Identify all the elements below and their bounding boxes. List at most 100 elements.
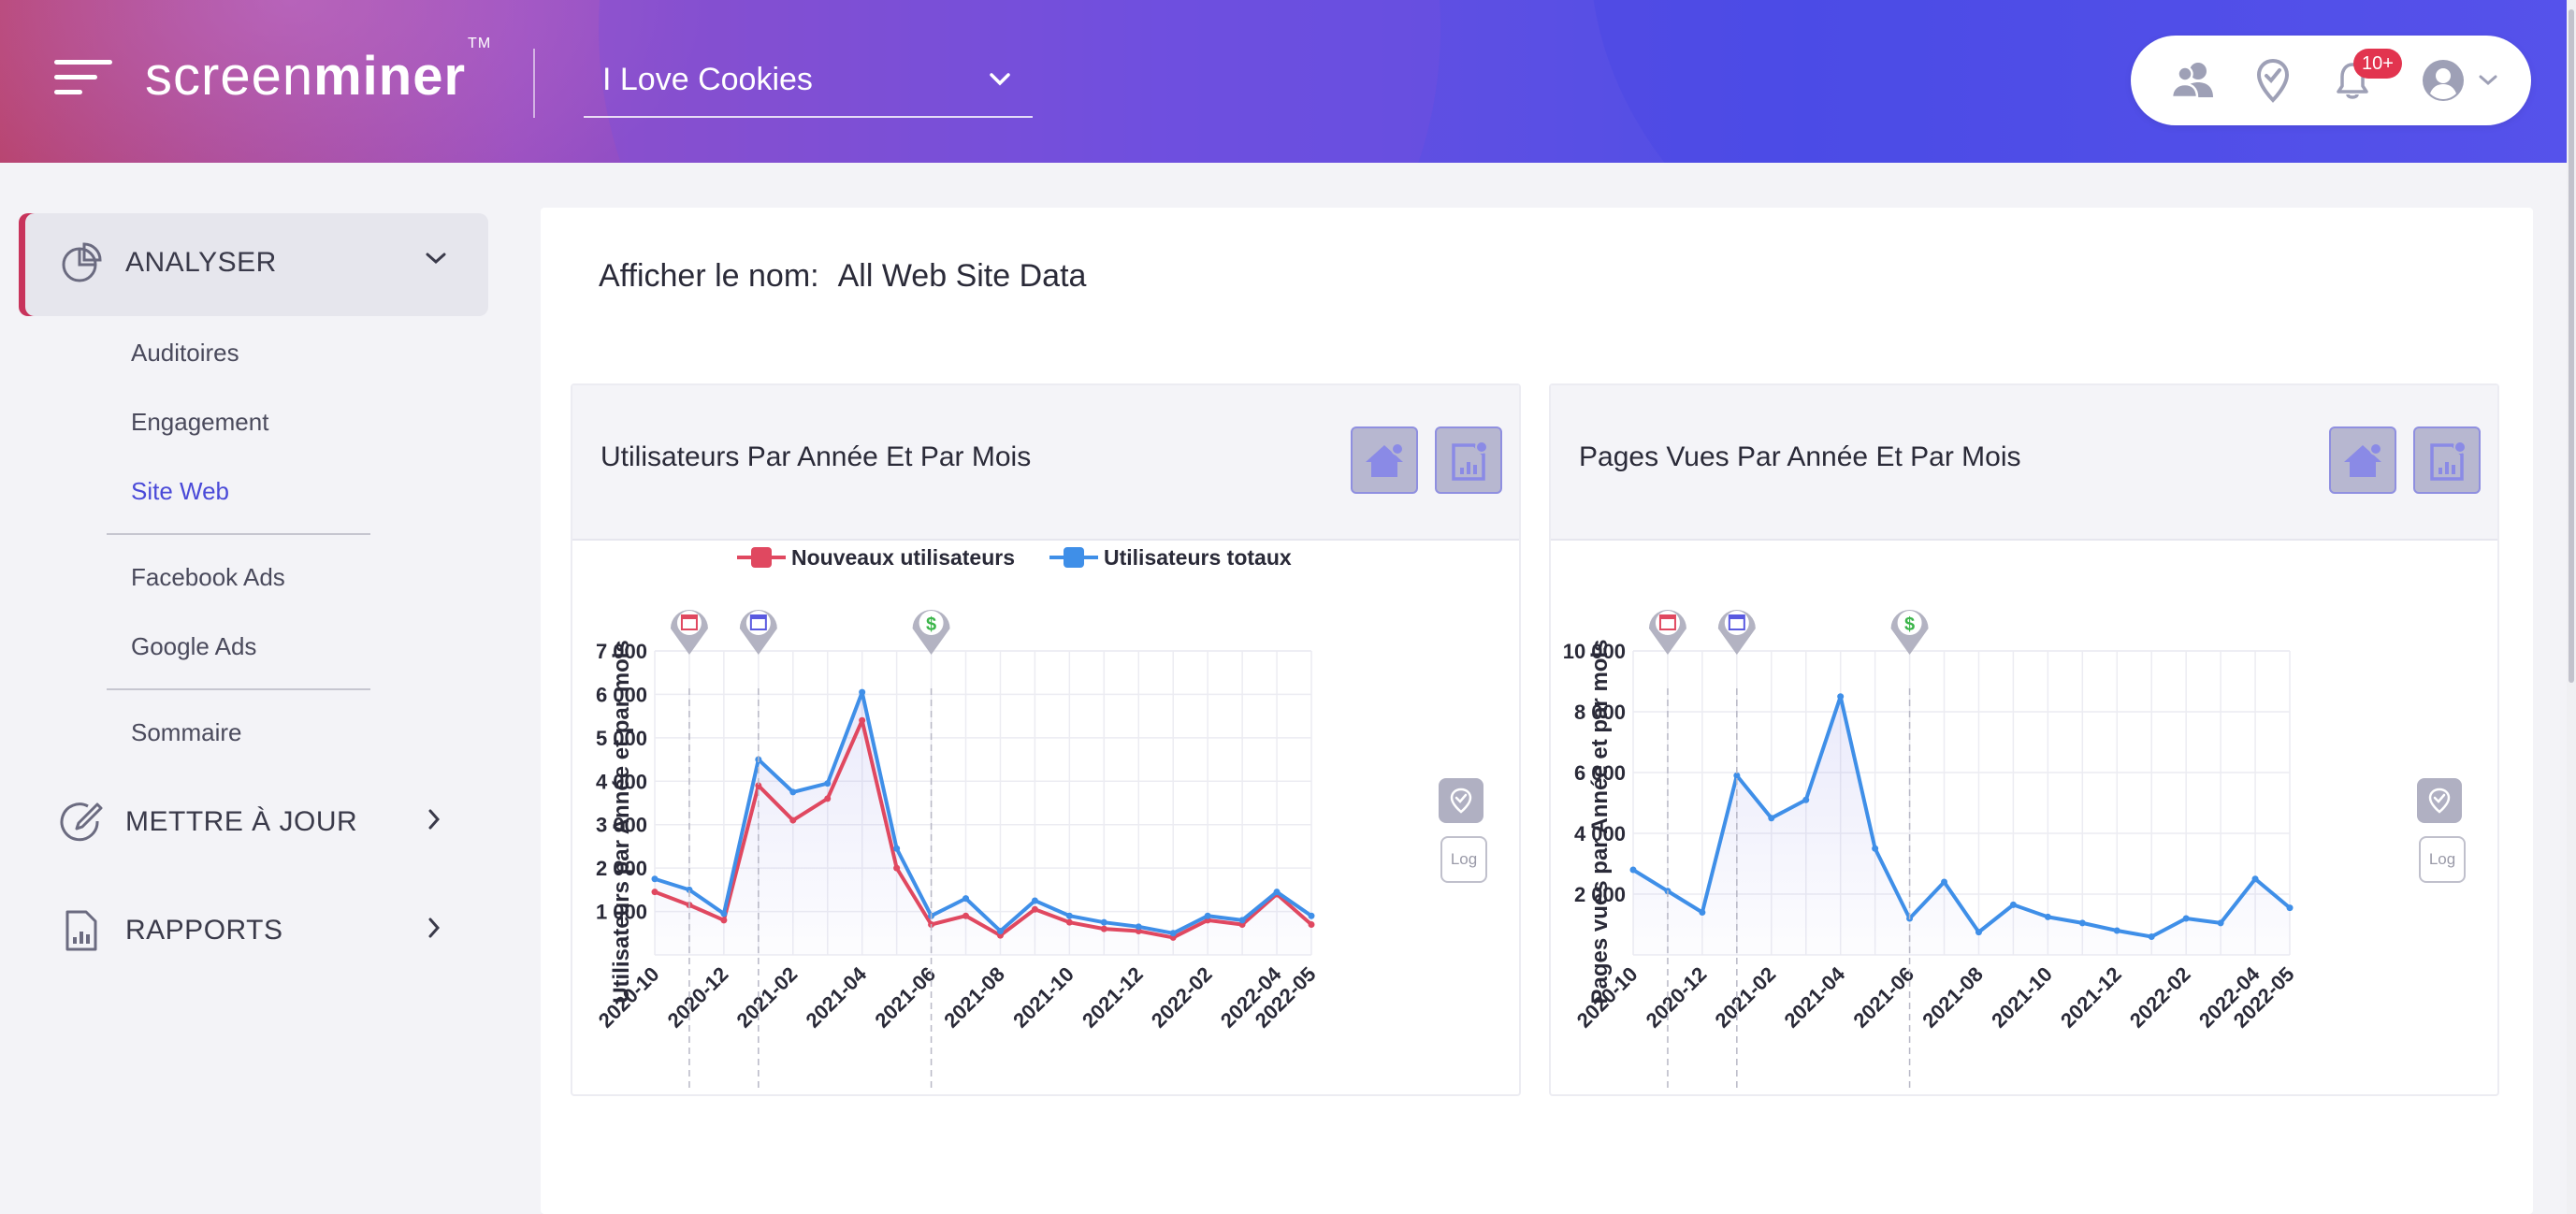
report-document-icon [65, 910, 97, 951]
data-point [824, 780, 832, 788]
y-tick-label: 5 000 [596, 727, 647, 750]
x-tick-label: 2021-12 [2056, 962, 2126, 1033]
users-chart-header: Utilisateurs Par Année Et Par Mois [572, 385, 1519, 541]
nav-analyser-label: ANALYSER [125, 247, 277, 278]
calendar-icon-header [1659, 615, 1675, 619]
x-tick-label: 2022-02 [2125, 962, 2195, 1033]
data-point [1629, 866, 1637, 874]
nav-divider [107, 688, 370, 690]
annotation-toggle-button[interactable] [2417, 778, 2462, 823]
users-icon[interactable] [2170, 58, 2217, 103]
scrollbar-thumb[interactable] [2569, 9, 2574, 683]
user-avatar-icon[interactable] [2421, 58, 2466, 103]
home-view-button[interactable] [1351, 426, 1418, 494]
nav-item-auditoires[interactable]: Auditoires [131, 339, 239, 367]
annotation-toggle-button[interactable] [1439, 778, 1483, 823]
data-point [789, 817, 797, 824]
data-point [1699, 909, 1706, 916]
data-point [1941, 878, 1948, 886]
chevron-down-icon[interactable] [2479, 75, 2497, 86]
data-point [651, 875, 658, 883]
page-scrollbar[interactable] [2567, 0, 2576, 1214]
pageviews-chart-title: Pages Vues Par Année Et Par Mois [1579, 441, 2021, 472]
data-point [2148, 933, 2155, 940]
data-point [1273, 889, 1281, 896]
x-tick-label: 2021-04 [1779, 961, 1849, 1032]
users-chart-title: Utilisateurs Par Année Et Par Mois [601, 441, 1032, 472]
pie-chart-icon [62, 242, 102, 282]
dollar-icon: $ [926, 614, 936, 635]
hamburger-menu-icon[interactable] [54, 56, 112, 99]
nav-item-sommaire[interactable]: Sommaire [131, 718, 242, 746]
log-scale-button[interactable]: Log [2419, 836, 2466, 883]
annotation-pin-inner [1897, 611, 1922, 635]
legend-label: Utilisateurs totaux [1104, 545, 1292, 570]
data-point [720, 917, 728, 924]
nav-divider [107, 533, 370, 535]
data-point [1802, 796, 1810, 803]
data-point [1872, 845, 1879, 852]
notification-badge: 10+ [2353, 49, 2402, 79]
data-point [1065, 912, 1073, 919]
site-select-value: I Love Cookies [602, 62, 813, 97]
y-tick-label: 6 000 [1574, 761, 1626, 785]
data-point [859, 688, 866, 696]
user-toolbar: 10+ [2131, 36, 2531, 125]
series-line-1 [1631, 694, 2292, 939]
site-select-dropdown[interactable]: I Love Cookies [584, 49, 1033, 118]
view-name-label: Afficher le nom: [599, 258, 819, 294]
data-point [962, 895, 970, 903]
data-point [1733, 772, 1741, 779]
report-settings-button[interactable] [1435, 426, 1502, 494]
data-point [996, 927, 1004, 934]
annotation-pin-inner [745, 611, 771, 635]
x-tick-label: 2022-02 [1147, 962, 1217, 1033]
location-pin-icon[interactable] [2256, 58, 2290, 103]
log-scale-button[interactable]: Log [1440, 836, 1487, 883]
data-point [1100, 918, 1107, 926]
nav-item-google-ads[interactable]: Google Ads [131, 632, 257, 660]
home-view-button[interactable] [2329, 426, 2396, 494]
y-tick-label: 2 000 [596, 857, 647, 880]
calendar-icon-header [1729, 615, 1744, 619]
y-tick-label: 2 000 [1574, 883, 1626, 906]
nav-rapports[interactable]: RAPPORTS [19, 881, 488, 984]
users-chart-panel: Utilisateurs Par Année Et Par Mois 1 000… [571, 383, 1521, 1096]
data-point [1135, 923, 1142, 931]
calendar-icon-header [681, 615, 697, 619]
data-point [686, 886, 693, 893]
data-point [1065, 918, 1073, 926]
data-point [1031, 905, 1038, 913]
chevron-right-icon [428, 918, 441, 938]
data-point [1768, 815, 1775, 822]
y-tick-label: 10 000 [1563, 640, 1626, 663]
data-point [2217, 919, 2224, 927]
y-tick-label: 4 000 [1574, 822, 1626, 845]
nav-analyser[interactable]: ANALYSER [19, 213, 488, 316]
data-point [789, 788, 797, 796]
chevron-down-icon [426, 253, 446, 265]
report-settings-button[interactable] [2413, 426, 2481, 494]
x-tick-label: 2021-02 [1711, 962, 1781, 1033]
nav-item-site-web[interactable]: Site Web [131, 477, 230, 505]
data-point [2009, 901, 2017, 908]
x-tick-label: 2021-10 [1008, 962, 1078, 1033]
data-point [1308, 912, 1315, 919]
y-tick-label: 1 000 [596, 901, 647, 924]
header-divider [533, 49, 535, 118]
x-tick-label: 2021-06 [1848, 962, 1918, 1033]
pageviews-chart-panel: Pages Vues Par Année Et Par Mois 2 000 4 … [1549, 383, 2499, 1096]
y-axis-label: Pages vues par Année et par mois [1587, 640, 1613, 1004]
nav-mettre-a-jour[interactable]: METTRE À JOUR [19, 773, 488, 875]
nav-item-facebook-ads[interactable]: Facebook Ads [131, 563, 285, 591]
x-tick-label: 2021-08 [1918, 962, 1988, 1033]
data-point [824, 795, 832, 802]
x-tick-label: 2021-06 [870, 962, 940, 1033]
nav-rapports-label: RAPPORTS [125, 915, 283, 946]
x-tick-label: 2021-12 [1078, 962, 1148, 1033]
edit-pencil-icon [60, 802, 103, 842]
nav-mettre-a-jour-label: METTRE À JOUR [125, 806, 358, 837]
nav-item-engagement[interactable]: Engagement [131, 408, 269, 436]
x-tick-label: 2020-12 [663, 962, 733, 1033]
